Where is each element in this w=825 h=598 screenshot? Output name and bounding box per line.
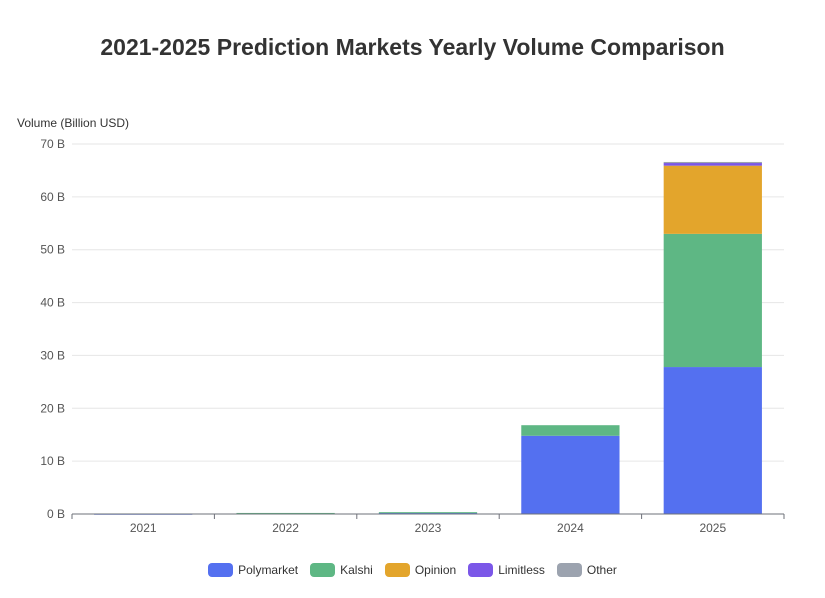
legend-swatch [384, 563, 410, 577]
legend-label: Other [586, 563, 617, 577]
bar-kalshi-2025[interactable] [663, 233, 762, 368]
legend-label: Polymarket [238, 563, 299, 577]
bar-polymarket-2023[interactable] [378, 512, 478, 514]
bars [94, 161, 762, 515]
y-tick-label: 0 B [47, 507, 65, 521]
legend-label: Kalshi [340, 563, 373, 577]
legend-swatch [208, 563, 234, 577]
legend-label: Opinion [414, 563, 457, 577]
y-tick-label: 10 B [40, 454, 65, 468]
legend-item-opinion[interactable]: Opinion [384, 563, 457, 577]
chart-title: 2021-2025 Prediction Markets Yearly Volu… [100, 34, 725, 60]
y-tick-label: 70 B [40, 137, 65, 151]
y-tick-label: 20 B [40, 401, 65, 415]
legend-swatch [468, 563, 494, 577]
legend-swatch [556, 563, 582, 577]
bar-polymarket-2024[interactable] [521, 435, 620, 514]
x-tick-label: 2021 [130, 521, 157, 535]
x-tick-label: 2025 [699, 521, 726, 535]
legend-item-other[interactable]: Other [556, 563, 617, 577]
legend-item-kalshi[interactable]: Kalshi [310, 563, 373, 577]
x-axis: 2021 2022 2023 2024 2025 [71, 513, 785, 535]
bar-kalshi-2023[interactable] [378, 512, 478, 514]
x-tick-label: 2024 [557, 521, 584, 535]
legend-swatch [310, 563, 336, 577]
bar-limitless-2025[interactable] [663, 163, 762, 166]
legend-label: Limitless [498, 563, 545, 577]
bar-other-2025[interactable] [663, 161, 762, 164]
y-tick-label: 40 B [40, 296, 65, 310]
bar-kalshi-2022[interactable] [236, 512, 335, 514]
legend-item-polymarket[interactable]: Polymarket [208, 563, 298, 577]
y-axis-ticks: 0 B 10 B 20 B 30 B 40 B 50 B 60 B 70 B [40, 137, 65, 521]
legend-item-limitless[interactable]: Limitless [468, 563, 545, 577]
legend: Polymarket Kalshi Opinion Limitless Other [0, 563, 825, 577]
x-tick-label: 2022 [272, 521, 299, 535]
y-tick-label: 50 B [40, 243, 65, 257]
y-axis-label: Volume (Billion USD) [17, 116, 129, 130]
bar-opinion-2025[interactable] [663, 165, 762, 234]
y-tick-label: 60 B [40, 190, 65, 204]
x-tick-label: 2023 [415, 521, 442, 535]
bar-polymarket-2025[interactable] [663, 367, 762, 514]
y-tick-label: 30 B [40, 348, 65, 362]
bar-kalshi-2024[interactable] [521, 425, 620, 436]
